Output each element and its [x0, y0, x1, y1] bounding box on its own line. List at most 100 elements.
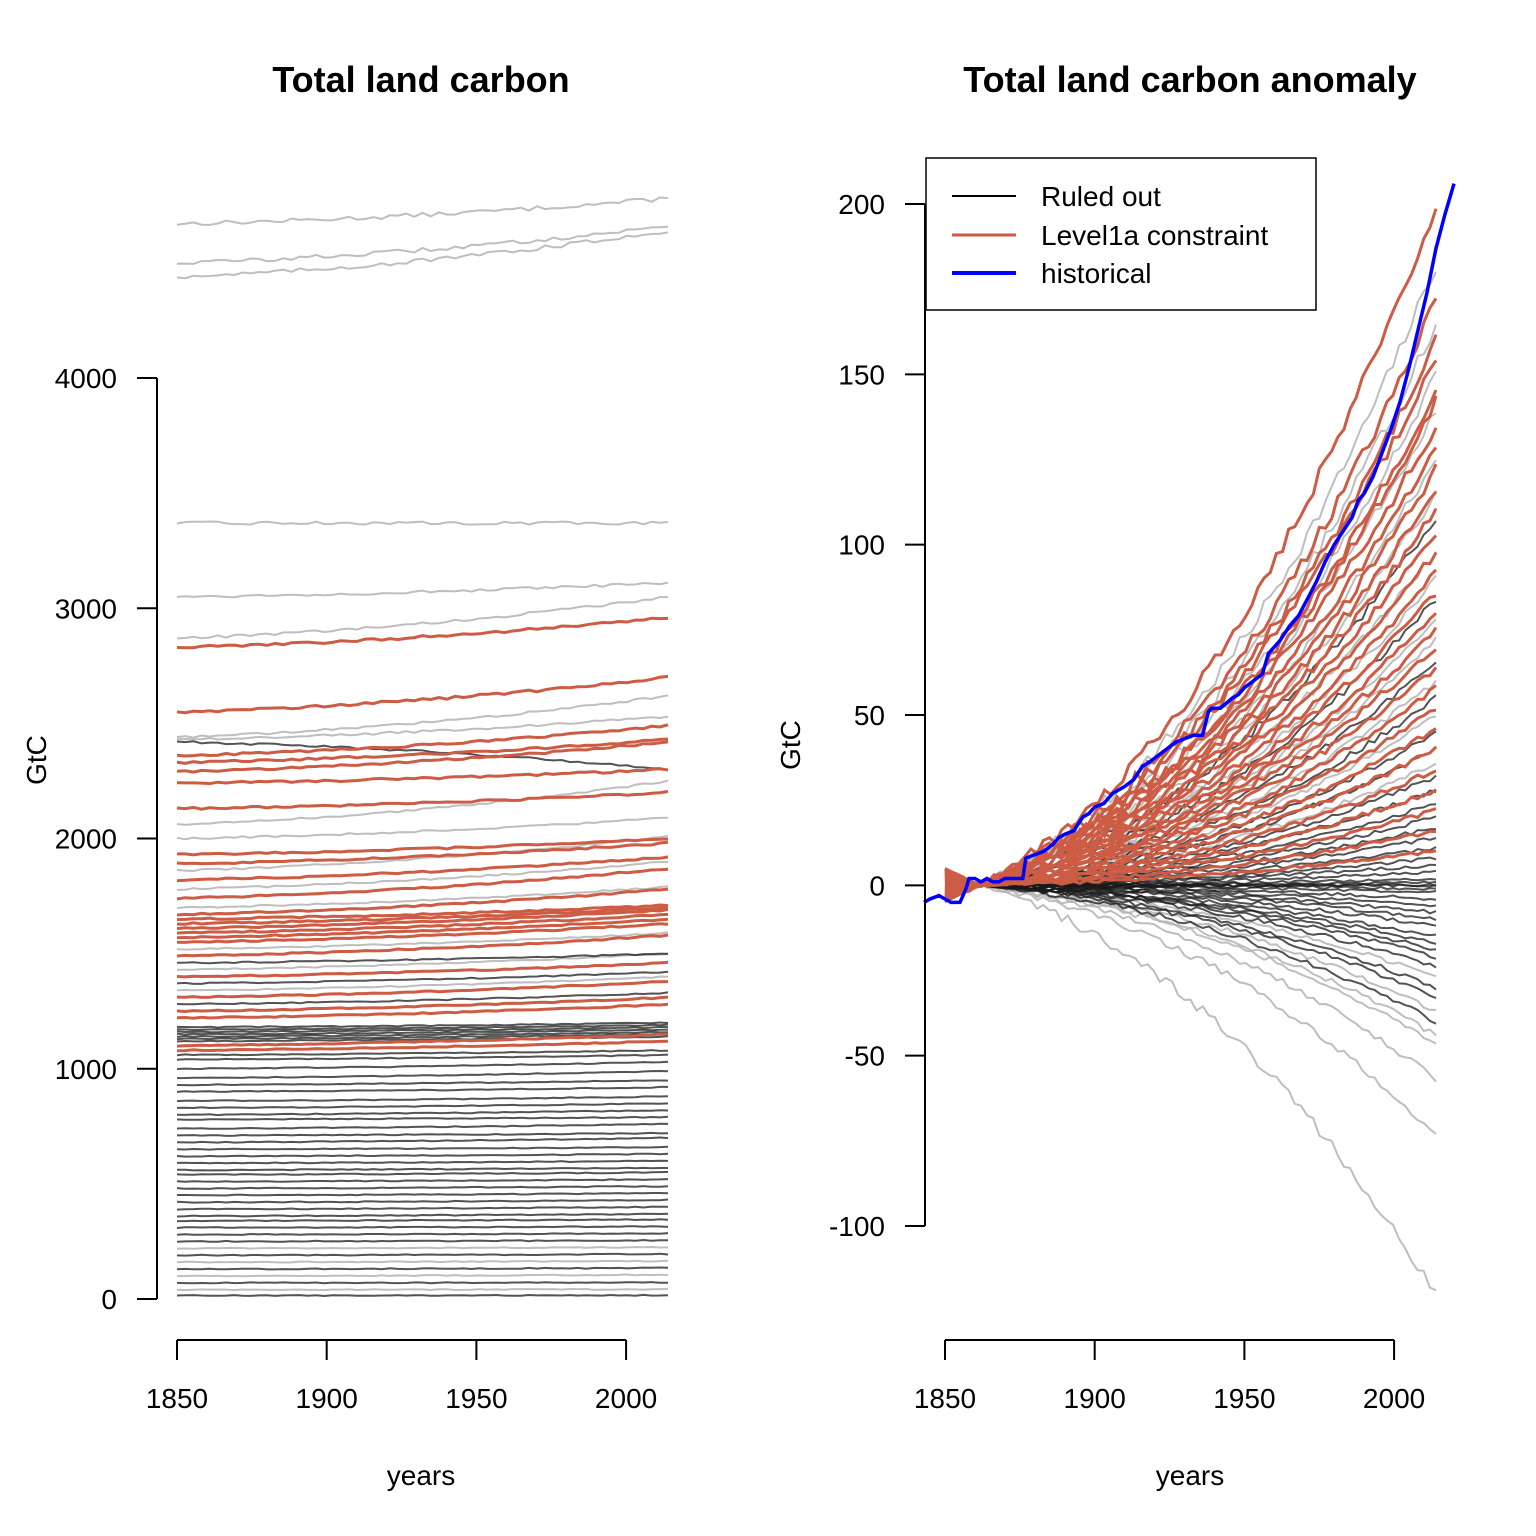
- chart-title: Total land carbon: [272, 59, 569, 100]
- series-line-constraint: [176, 767, 669, 786]
- series-line-ruled-out-light: [176, 1287, 669, 1292]
- x-tick-label: 2000: [1363, 1383, 1425, 1414]
- y-tick-label: 4000: [55, 363, 117, 394]
- y-tick-label: -50: [845, 1041, 885, 1072]
- series-line-ruled-out-light: [944, 869, 1437, 1135]
- series-line-constraint: [944, 648, 1437, 888]
- series-line-historical: [923, 183, 1456, 905]
- series-line-ruled-out-dark: [176, 1152, 669, 1158]
- series-line-constraint: [176, 1039, 669, 1053]
- series-line-constraint: [176, 887, 669, 917]
- x-tick-label: 1900: [296, 1383, 358, 1414]
- y-axis-label: GtC: [21, 735, 52, 785]
- series-line-ruled-out-dark: [176, 1028, 669, 1036]
- series-line-constraint: [176, 674, 669, 715]
- series-line-ruled-out-dark: [176, 1023, 669, 1032]
- series-line-ruled-out-dark: [176, 1053, 669, 1061]
- y-tick-label: -100: [829, 1211, 885, 1242]
- series-line-constraint: [176, 790, 669, 811]
- series-line-ruled-out-dark: [176, 1232, 669, 1236]
- series-line-ruled-out-dark: [176, 1136, 669, 1144]
- y-tick-label: 3000: [55, 593, 117, 624]
- series-line-ruled-out-dark: [176, 1225, 669, 1229]
- series-line-ruled-out-light: [176, 1245, 669, 1250]
- series-line-ruled-out-dark: [176, 1131, 669, 1137]
- y-tick-label: 1000: [55, 1054, 117, 1085]
- series-line-ruled-out-light: [944, 874, 1437, 1037]
- series-line-ruled-out-light: [176, 581, 669, 599]
- series-group: [176, 196, 669, 1298]
- y-axis-label: GtC: [775, 720, 806, 770]
- series-line-ruled-out-dark: [176, 970, 669, 985]
- series-line-ruled-out-dark: [176, 1266, 669, 1271]
- series-line-ruled-out-light: [176, 1273, 669, 1278]
- series-line-ruled-out-dark: [176, 1021, 669, 1029]
- series-line-ruled-out-light: [176, 520, 669, 526]
- series-line-constraint: [176, 616, 669, 650]
- series-line-ruled-out-dark: [176, 1178, 669, 1183]
- series-line-ruled-out-dark: [177, 1218, 669, 1223]
- series-line-ruled-out-light: [944, 868, 1437, 1292]
- legend-label-level1a-constraint: Level1a constraint: [1041, 220, 1268, 251]
- series-line-constraint: [176, 1002, 669, 1020]
- chart-title: Total land carbon anomaly: [963, 59, 1416, 100]
- series-line-ruled-out-dark: [176, 1060, 669, 1071]
- series-line-constraint: [176, 933, 669, 958]
- series-line-ruled-out-light: [176, 231, 669, 280]
- y-tick-label: 100: [838, 530, 885, 561]
- series-line-ruled-out-dark: [944, 880, 1437, 1000]
- series-line-ruled-out-dark: [944, 883, 1437, 969]
- axes: 1850 1900 1950 2000 0 1000 2000 3000 4000: [55, 363, 658, 1414]
- series-line-constraint: [176, 917, 669, 940]
- series-line-ruled-out-dark: [177, 1192, 669, 1197]
- series-line-ruled-out-dark: [176, 1198, 669, 1204]
- series-line-ruled-out-dark: [177, 1166, 668, 1172]
- series-line-ruled-out-light: [176, 1259, 669, 1264]
- y-tick-label: 50: [854, 700, 885, 731]
- series-line-constraint: [176, 903, 669, 921]
- series-line-ruled-out-light: [176, 953, 669, 971]
- x-tick-label: 1950: [1213, 1383, 1275, 1414]
- series-line-ruled-out-light: [176, 779, 669, 826]
- panel-total-land-carbon: Total land carbon 1850 1900 1950 2000 0 1000 2…: [21, 59, 669, 1491]
- y-tick-label: 0: [869, 870, 885, 901]
- series-line-ruled-out-dark: [176, 952, 668, 965]
- series-line-ruled-out-light: [176, 816, 669, 841]
- x-tick-label: 1900: [1064, 1383, 1126, 1414]
- series-line-ruled-out-light: [176, 715, 669, 741]
- series-line-constraint: [176, 855, 669, 883]
- legend-label-ruled-out: Ruled out: [1041, 181, 1161, 212]
- series-line-constraint: [176, 980, 669, 999]
- y-tick-label: 0: [101, 1284, 117, 1315]
- x-axis-label: years: [387, 1460, 455, 1491]
- series-line-ruled-out-dark: [176, 1170, 669, 1176]
- series-line-ruled-out-dark: [176, 1049, 669, 1057]
- series-line-constraint: [176, 740, 669, 774]
- x-tick-label: 1850: [146, 1383, 208, 1414]
- series-line-constraint: [176, 922, 669, 944]
- axes: 1850 1900 1950 2000 -100 -50 0 50 100 150 200: [829, 189, 1425, 1414]
- series-line-ruled-out-dark: [176, 1079, 669, 1087]
- series-line-constraint: [176, 737, 669, 765]
- series-line-ruled-out-light: [176, 834, 669, 873]
- series-line-constraint: [176, 995, 669, 1014]
- series-line-ruled-out-dark: [176, 1205, 668, 1211]
- series-line-ruled-out-dark: [176, 1025, 669, 1034]
- series-line-ruled-out-light: [176, 885, 669, 910]
- series-line-constraint: [176, 723, 669, 758]
- series-line-ruled-out-light: [176, 596, 668, 640]
- series-line-ruled-out-dark: [944, 876, 1437, 1025]
- x-axis-label: years: [1156, 1460, 1224, 1491]
- series-line-ruled-out-light: [176, 196, 669, 226]
- series-line-ruled-out-light: [176, 225, 669, 265]
- series-line-ruled-out-dark: [176, 1252, 669, 1257]
- series-line-ruled-out-dark: [176, 1238, 668, 1243]
- series-line-ruled-out-dark: [176, 740, 669, 772]
- series-group: [923, 183, 1456, 1292]
- series-line-constraint: [176, 867, 669, 901]
- series-line-ruled-out-dark: [176, 1109, 669, 1117]
- series-line-ruled-out-dark: [176, 991, 669, 1006]
- series-line-constraint: [176, 906, 669, 926]
- y-tick-label: 200: [838, 189, 885, 220]
- series-line-ruled-out-dark: [176, 1102, 669, 1110]
